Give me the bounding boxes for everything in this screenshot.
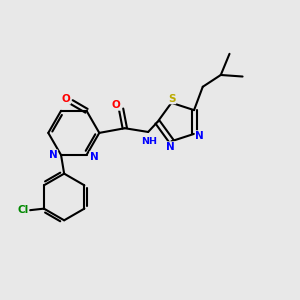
Text: NH: NH — [141, 137, 157, 146]
Text: N: N — [49, 150, 58, 160]
Text: N: N — [90, 152, 99, 161]
Text: N: N — [195, 131, 204, 141]
Text: Cl: Cl — [17, 205, 29, 215]
Text: O: O — [112, 100, 121, 110]
Text: O: O — [61, 94, 70, 104]
Text: N: N — [167, 142, 175, 152]
Text: S: S — [168, 94, 176, 104]
